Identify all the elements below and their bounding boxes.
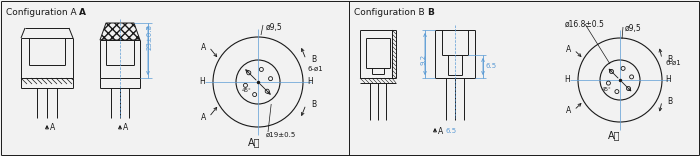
Text: 9.2: 9.2: [420, 54, 426, 65]
Text: A: A: [79, 8, 86, 17]
Text: 6.5: 6.5: [485, 63, 496, 70]
Text: 45°: 45°: [242, 88, 252, 93]
Text: H: H: [307, 78, 313, 86]
Text: A: A: [123, 124, 128, 132]
Text: B: B: [311, 100, 316, 109]
Text: H: H: [665, 76, 671, 85]
Text: B: B: [667, 97, 672, 105]
Text: A向: A向: [608, 130, 620, 140]
Text: A: A: [566, 45, 571, 54]
Text: 45°: 45°: [602, 87, 612, 92]
Text: Configuration B: Configuration B: [354, 8, 425, 17]
Text: ø16.8±0.5: ø16.8±0.5: [565, 20, 605, 29]
Text: 6-ø1: 6-ø1: [665, 60, 680, 66]
Text: ø19±0.5: ø19±0.5: [266, 132, 296, 138]
Text: B: B: [311, 55, 316, 64]
Text: A: A: [566, 106, 571, 115]
Text: ø9,5: ø9,5: [625, 24, 642, 33]
Text: A: A: [201, 42, 206, 51]
Text: 6.5: 6.5: [445, 128, 456, 134]
Text: A: A: [438, 127, 443, 136]
Text: A: A: [50, 124, 55, 132]
Text: H: H: [199, 78, 204, 86]
Text: ø9,5: ø9,5: [266, 23, 283, 32]
Text: A向: A向: [248, 137, 260, 147]
Text: H: H: [564, 76, 570, 85]
Text: A: A: [201, 112, 206, 122]
Text: B: B: [427, 8, 434, 17]
Text: 23±0.3: 23±0.3: [147, 24, 153, 51]
Text: Configuration A: Configuration A: [6, 8, 76, 17]
Text: B: B: [667, 54, 672, 63]
Text: 6-ø1: 6-ø1: [307, 66, 323, 71]
